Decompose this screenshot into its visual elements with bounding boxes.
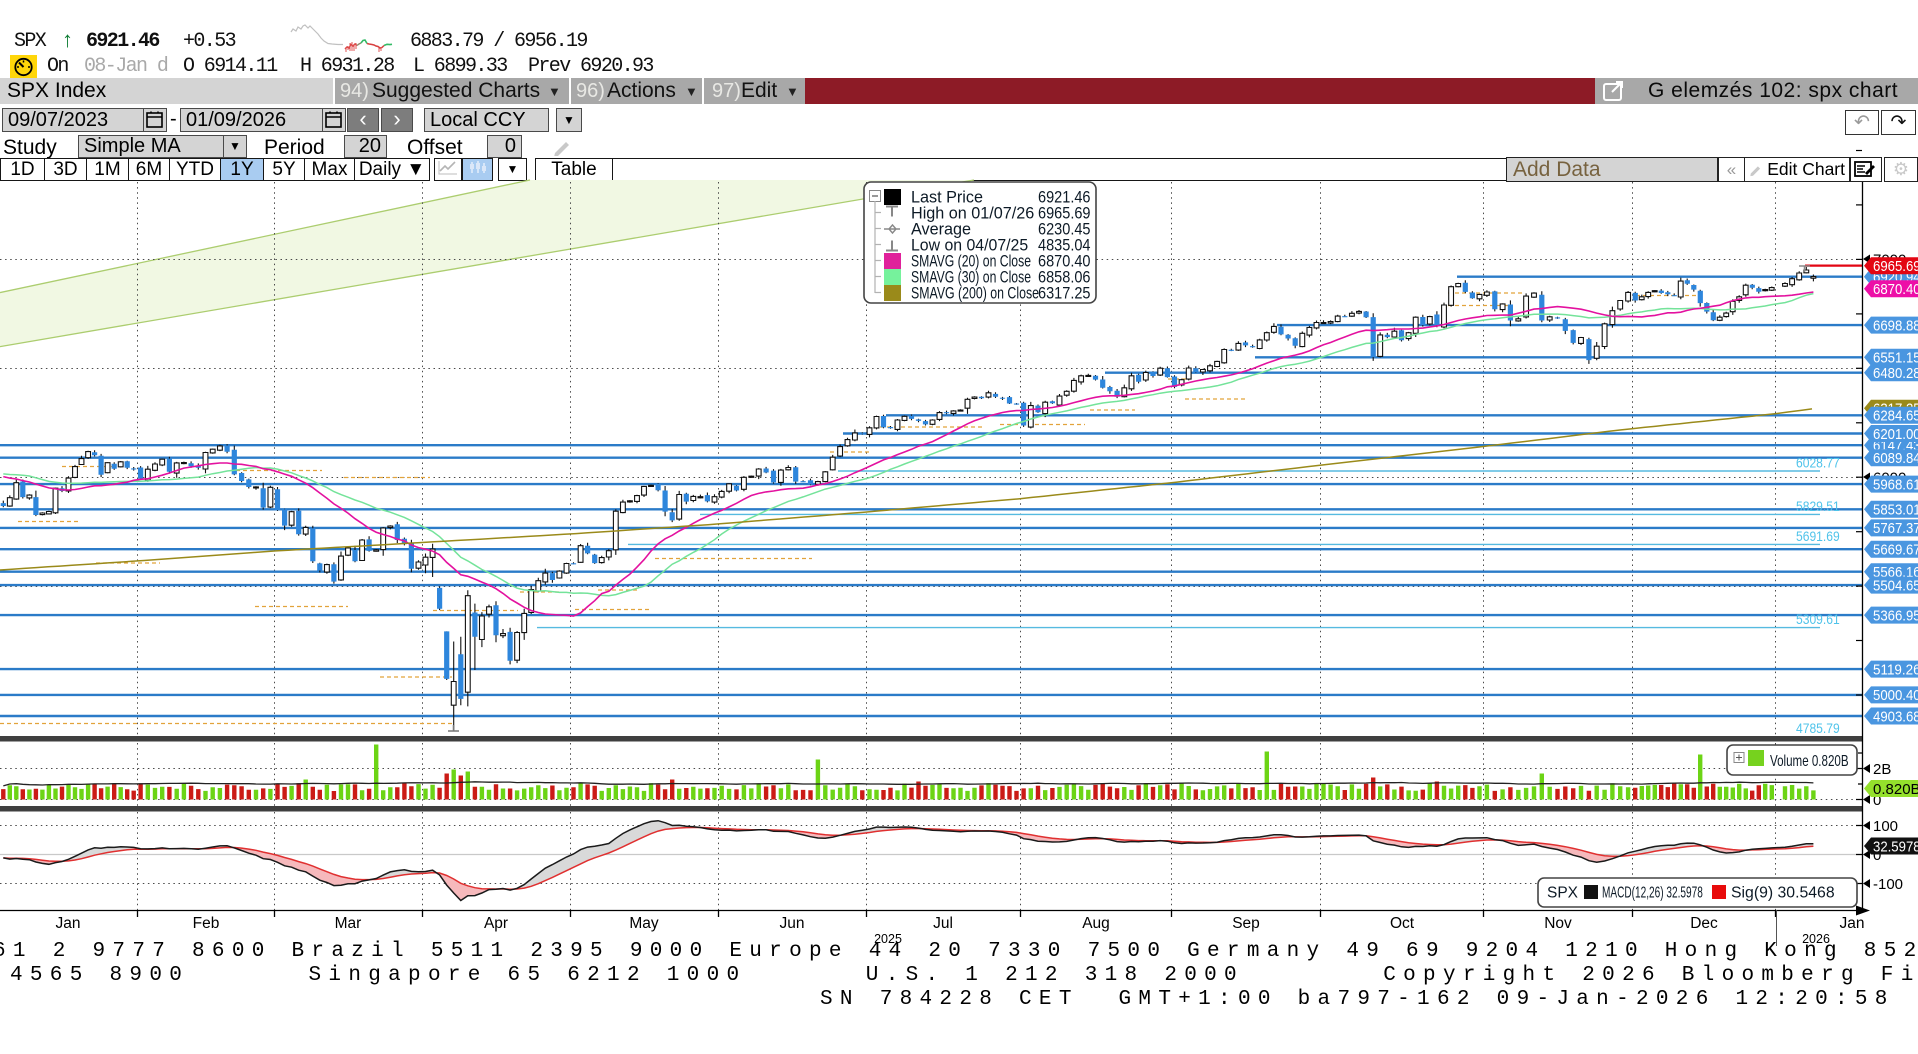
svg-text:Average: Average [911, 221, 971, 239]
svg-text:0: 0 [1873, 847, 1881, 864]
svg-text:-100: -100 [1873, 876, 1903, 893]
svg-text:5309.61: 5309.61 [1796, 611, 1840, 627]
svg-text:6551.15: 6551.15 [1873, 350, 1918, 367]
svg-text:5119.26: 5119.26 [1873, 662, 1918, 679]
svg-text:Jun: Jun [780, 915, 805, 932]
svg-text:Low on 04/07/25: Low on 04/07/25 [911, 236, 1028, 254]
svg-text:6870.40: 6870.40 [1038, 253, 1091, 271]
svg-text:Sig(9) 30.5468: Sig(9) 30.5468 [1731, 885, 1835, 902]
svg-text:2026: 2026 [1802, 932, 1830, 946]
svg-text:5504.65: 5504.65 [1873, 578, 1918, 595]
svg-text:Sep: Sep [1232, 915, 1260, 932]
svg-text:5000.40: 5000.40 [1873, 687, 1918, 704]
svg-text:6284.65: 6284.65 [1873, 408, 1918, 425]
svg-text:Oct: Oct [1390, 915, 1415, 932]
svg-text:6870.40: 6870.40 [1873, 281, 1918, 298]
svg-text:32.5978: 32.5978 [1873, 838, 1918, 855]
svg-text:Feb: Feb [193, 915, 220, 932]
svg-text:SPX: SPX [1547, 885, 1579, 902]
svg-text:0.820B: 0.820B [1873, 781, 1918, 798]
svg-text:Jan: Jan [1840, 915, 1865, 932]
svg-text:6698.88: 6698.88 [1873, 318, 1918, 335]
svg-text:4903.68: 4903.68 [1873, 708, 1918, 725]
svg-text:SMAVG (30) on Close: SMAVG (30) on Close [911, 269, 1031, 287]
svg-text:Jan: Jan [56, 915, 81, 932]
svg-text:5691.69: 5691.69 [1796, 528, 1840, 544]
svg-text:6230.45: 6230.45 [1038, 221, 1091, 239]
svg-text:Aug: Aug [1082, 915, 1110, 932]
svg-text:Volume 0.820B: Volume 0.820B [1770, 751, 1849, 769]
svg-text:Mar: Mar [335, 915, 362, 932]
svg-text:SMAVG (200) on Close: SMAVG (200) on Close [911, 285, 1039, 303]
svg-text:SMAVG (20) on Close: SMAVG (20) on Close [911, 253, 1031, 271]
svg-text:6317.25: 6317.25 [1038, 285, 1091, 303]
svg-text:2B: 2B [1873, 761, 1891, 778]
svg-text:5829.51: 5829.51 [1796, 498, 1840, 514]
svg-text:4785.79: 4785.79 [1796, 720, 1840, 736]
svg-text:Jul: Jul [933, 915, 953, 932]
svg-text:5366.95: 5366.95 [1873, 608, 1918, 625]
svg-text:6858.06: 6858.06 [1038, 269, 1091, 287]
svg-text:5968.61: 5968.61 [1873, 477, 1918, 494]
svg-text:100: 100 [1873, 818, 1898, 835]
svg-text:5669.67: 5669.67 [1873, 542, 1918, 559]
svg-text:6921.46: 6921.46 [1038, 189, 1091, 207]
svg-text:Dec: Dec [1690, 915, 1718, 932]
svg-text:MACD(12,26) 32.5978: MACD(12,26) 32.5978 [1602, 883, 1703, 901]
svg-text:2025: 2025 [874, 932, 902, 946]
svg-text:High on 01/07/26: High on 01/07/26 [911, 205, 1034, 223]
svg-text:Apr: Apr [484, 915, 508, 932]
svg-text:0: 0 [1873, 792, 1881, 809]
svg-text:4835.04: 4835.04 [1038, 237, 1091, 255]
svg-text:Last Price: Last Price [911, 189, 983, 207]
svg-text:6089.84: 6089.84 [1873, 450, 1918, 467]
svg-text:5767.37: 5767.37 [1873, 520, 1918, 537]
svg-text:6201.00: 6201.00 [1873, 426, 1918, 443]
svg-text:6480.28: 6480.28 [1873, 365, 1918, 382]
svg-text:6965.69: 6965.69 [1873, 258, 1918, 275]
svg-text:Nov: Nov [1544, 915, 1572, 932]
svg-text:May: May [629, 915, 659, 932]
svg-text:6028.77: 6028.77 [1796, 455, 1840, 471]
svg-text:6965.69: 6965.69 [1038, 205, 1091, 223]
svg-text:5853.01: 5853.01 [1873, 502, 1918, 519]
